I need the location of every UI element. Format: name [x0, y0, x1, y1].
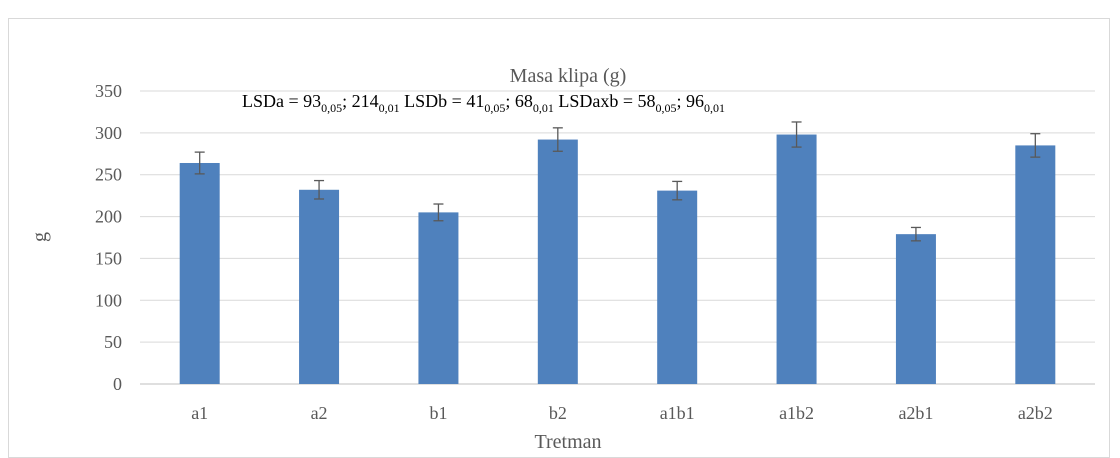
y-tick-labels: 0 50 100 150 200 250 300 350 [95, 81, 122, 394]
y-tick-label: 50 [104, 332, 122, 352]
gridlines [140, 90, 1095, 385]
lsdb-mid: ; 68 [505, 91, 533, 111]
error-bar-a1b1 [672, 180, 683, 201]
lsdaxb-label: LSDaxb = 58 [554, 91, 656, 111]
bar-b1 [418, 212, 459, 384]
y-tick-label: 200 [95, 207, 122, 227]
x-tick-label-b1: b1 [429, 403, 447, 423]
bar-a2b1 [895, 234, 936, 384]
x-tick-label-a1b1: a1b1 [660, 403, 695, 423]
bar-a1b2 [776, 134, 817, 384]
x-tick-label-b2: b2 [549, 403, 567, 423]
y-tick-label: 100 [95, 290, 122, 310]
error-bar-a2b1 [910, 226, 921, 242]
y-axis-title: g [29, 232, 51, 242]
lsdaxb-sub-001: 0,01 [704, 101, 725, 115]
lsda-sub-001: 0,01 [379, 101, 400, 115]
lsdb-sub-001: 0,01 [533, 101, 554, 115]
x-tick-label-a2: a2 [311, 403, 328, 423]
error-bars-group [194, 121, 1041, 242]
error-bar-a2 [314, 179, 325, 200]
bar-b2 [537, 139, 578, 384]
error-bar-a1b2 [791, 121, 802, 148]
chart-title: Masa klipa (g) [510, 65, 627, 87]
error-bar-a1 [194, 151, 205, 175]
error-bar-b2 [552, 127, 563, 152]
bar-a2b2 [1015, 145, 1056, 384]
bar-a2 [299, 189, 340, 384]
lsdaxb-sub-005: 0,05 [656, 101, 677, 115]
lsdaxb-mid: ; 96 [677, 91, 705, 111]
x-axis-title: Tretman [534, 431, 601, 453]
x-tick-label-a1b2: a1b2 [779, 403, 814, 423]
x-tick-labels: a1 a2 b1 b2 a1b1 a1b2 a2b1 a2b2 [191, 403, 1053, 423]
x-tick-label-a1: a1 [191, 403, 208, 423]
lsda-sub-005: 0,05 [321, 101, 342, 115]
y-tick-label: 150 [95, 248, 122, 268]
x-tick-label-a2b1: a2b1 [898, 403, 933, 423]
y-tick-label: 350 [95, 81, 122, 101]
bar-a1 [179, 162, 220, 384]
lsd-annotation: LSDa = 930,05; 2140,01 LSDb = 410,05; 68… [242, 91, 725, 115]
y-tick-label: 0 [113, 374, 122, 394]
lsda-label: LSDa = 93 [242, 91, 321, 111]
lsda-mid: ; 214 [342, 91, 379, 111]
error-bar-a2b2 [1030, 133, 1041, 158]
x-tick-label-a2b2: a2b2 [1018, 403, 1053, 423]
y-tick-label: 300 [95, 123, 122, 143]
lsdb-sub-005: 0,05 [484, 101, 505, 115]
y-tick-label: 250 [95, 165, 122, 185]
bar-a1b1 [657, 190, 698, 384]
bars-group [179, 134, 1056, 384]
lsdb-label: LSDb = 41 [400, 91, 485, 111]
error-bar-b1 [433, 203, 444, 222]
